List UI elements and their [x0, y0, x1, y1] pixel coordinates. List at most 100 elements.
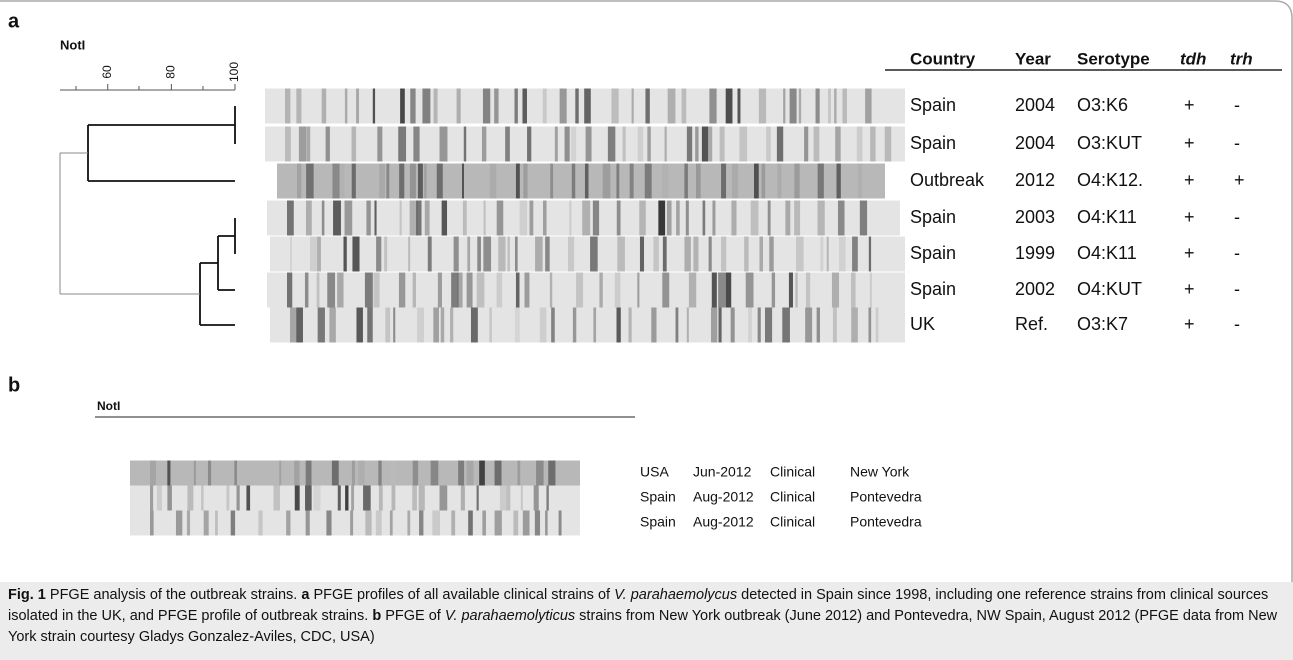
cell: Pontevedra: [850, 489, 922, 505]
column-header: tdh: [1180, 49, 1206, 68]
gel-lane: [130, 486, 580, 511]
gel-band: [410, 89, 415, 124]
gel-band: [408, 237, 410, 272]
gel-band: [759, 237, 763, 272]
gel-band: [834, 89, 837, 124]
gel-band: [176, 511, 182, 536]
gel-band: [467, 461, 474, 486]
gel-band: [726, 273, 731, 308]
gel-band: [535, 511, 540, 536]
gel-band: [517, 461, 520, 486]
cell: +: [1184, 207, 1195, 227]
gel-band: [333, 201, 341, 236]
gel-band: [350, 511, 353, 536]
gel-band: [777, 127, 783, 162]
gel-band: [482, 511, 486, 536]
cell: O4:K12.: [1077, 170, 1143, 190]
gel-band: [719, 308, 722, 343]
gel-band: [693, 237, 698, 272]
gel-band: [295, 486, 300, 511]
panel-label: b: [8, 374, 20, 396]
cell: +: [1184, 243, 1195, 263]
caption-text: b: [372, 608, 381, 624]
gel-band: [187, 486, 193, 511]
gel-band: [555, 127, 558, 162]
gel-lane: [130, 511, 580, 536]
gel-band: [568, 237, 574, 272]
gel-band: [523, 164, 527, 199]
gel-band: [352, 127, 357, 162]
gel-band: [522, 89, 526, 124]
gel-band: [515, 308, 520, 343]
gel-lane: [270, 237, 905, 272]
gel-band: [543, 201, 546, 236]
gel-band: [525, 273, 530, 308]
gel-band: [440, 486, 448, 511]
gel-band: [860, 201, 867, 236]
gel-band: [684, 164, 688, 199]
gel-band: [337, 273, 343, 308]
gel-band: [332, 164, 339, 199]
gel-band: [419, 486, 425, 511]
gel-band: [751, 201, 759, 236]
cell: Spain: [910, 207, 956, 227]
gel-band: [711, 308, 717, 343]
gel-band: [584, 89, 591, 124]
gel-band: [758, 308, 761, 343]
gel-band: [572, 164, 575, 199]
gel-band: [665, 127, 667, 162]
gel-band: [467, 273, 473, 308]
gel-row: [265, 127, 905, 162]
cell: -: [1234, 95, 1240, 115]
gel-band: [543, 89, 547, 124]
cell: New York: [850, 464, 910, 480]
gel-band: [437, 164, 443, 199]
cell: Spain: [910, 133, 956, 153]
gel-band: [687, 127, 692, 162]
gel-band: [695, 127, 698, 162]
gel-band: [377, 127, 382, 162]
gel-band: [686, 201, 689, 236]
column-header: Country: [910, 49, 976, 68]
gel-band: [746, 273, 754, 308]
gel-band: [356, 308, 362, 343]
scale-tick-label: 60: [100, 65, 114, 79]
gel-band: [279, 461, 281, 486]
gel-band: [783, 89, 785, 124]
gel-band: [851, 273, 856, 308]
gel-band: [471, 308, 478, 343]
gel-band: [870, 127, 875, 162]
gel-band: [422, 89, 430, 124]
gel-band: [709, 89, 716, 124]
gel-band: [689, 273, 696, 308]
gel-band: [294, 461, 299, 486]
gel-band: [150, 461, 156, 486]
gel-row: [277, 164, 885, 199]
gel-band: [639, 201, 645, 236]
gel-band: [523, 511, 530, 536]
gel-band: [458, 461, 464, 486]
gel-band: [317, 237, 321, 272]
gel-band: [748, 308, 752, 343]
dendrogram: [60, 106, 235, 325]
gel-band: [296, 89, 301, 124]
gel-band: [839, 237, 846, 272]
gel-row: [130, 486, 580, 511]
gel-band: [647, 127, 651, 162]
gel-band: [833, 308, 837, 343]
gel-band: [464, 127, 466, 162]
cell: Aug-2012: [693, 489, 754, 505]
gel-band: [516, 273, 520, 308]
gel-band: [385, 308, 390, 343]
gel-band: [358, 461, 364, 486]
gel-band: [424, 164, 427, 199]
gel-band: [419, 511, 423, 536]
gel-band: [365, 511, 371, 536]
gel-band: [876, 308, 879, 343]
gel-band: [777, 164, 781, 199]
gel-band: [413, 273, 416, 308]
gel-band: [287, 201, 294, 236]
gel-band: [857, 127, 863, 162]
gel-band: [306, 461, 312, 486]
gel-band: [338, 486, 341, 511]
